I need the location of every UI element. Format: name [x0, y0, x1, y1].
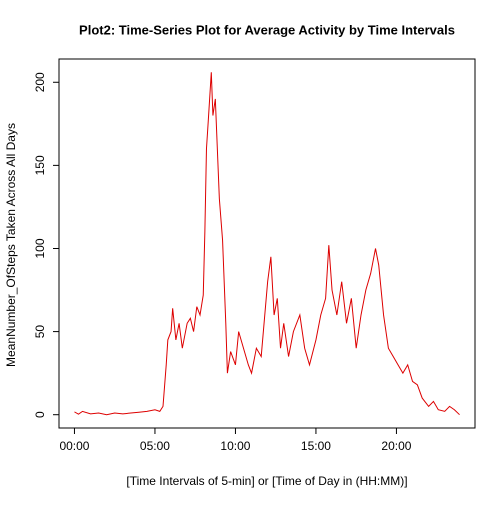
- y-tick-label: 150: [33, 155, 47, 175]
- y-tick-label: 200: [33, 72, 47, 92]
- x-tick-label: 10:00: [220, 439, 250, 453]
- x-tick-label: 00:00: [59, 439, 89, 453]
- x-axis-label: [Time Intervals of 5-min] or [Time of Da…: [126, 474, 407, 488]
- y-tick-label: 0: [33, 411, 47, 418]
- x-tick-label: 05:00: [140, 439, 170, 453]
- x-tick-label: 15:00: [301, 439, 331, 453]
- series-line: [74, 72, 460, 416]
- chart-title: Plot2: Time-Series Plot for Average Acti…: [79, 22, 455, 37]
- y-tick-label: 100: [33, 238, 47, 258]
- plot-box: [58, 58, 476, 429]
- x-tick-label: 20:00: [381, 439, 411, 453]
- y-axis-label: MeanNumber_OfSteps Taken Across All Days: [4, 123, 18, 367]
- y-tick-label: 50: [33, 325, 47, 339]
